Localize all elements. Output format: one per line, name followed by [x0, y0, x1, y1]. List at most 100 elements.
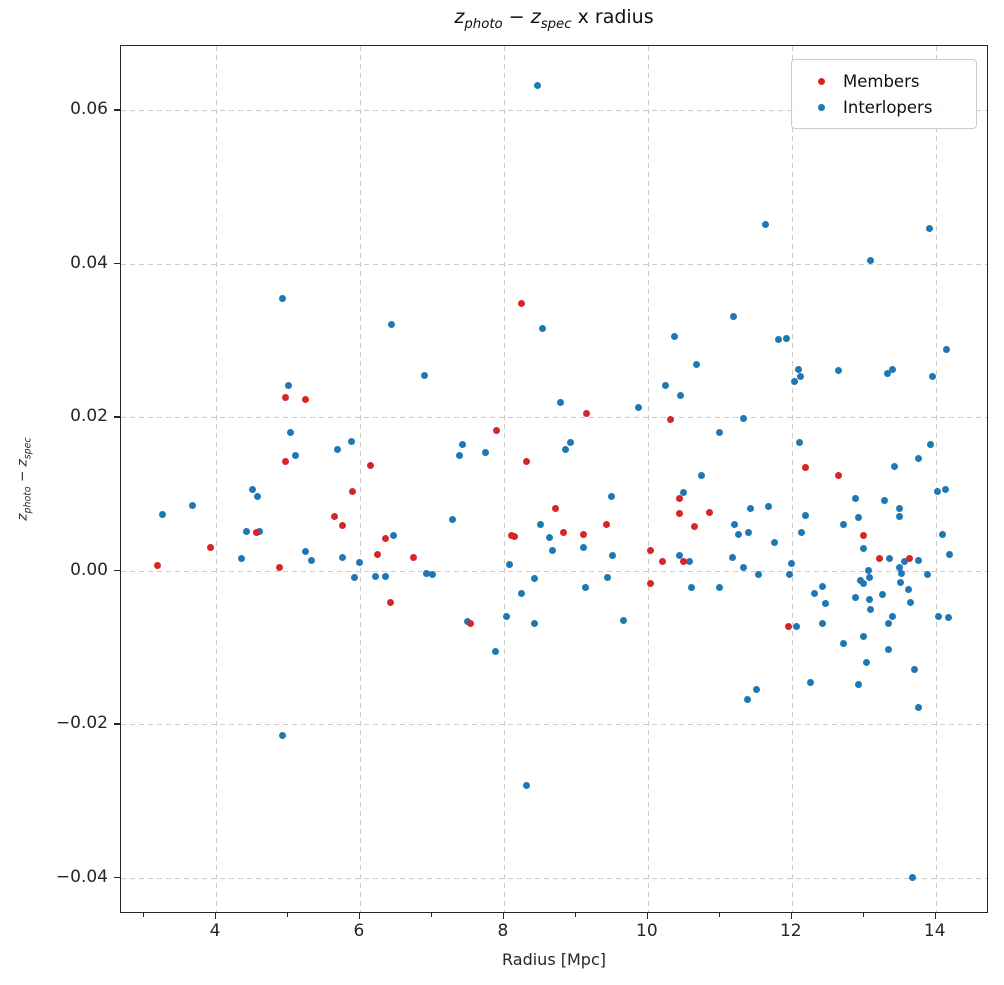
data-point-interlopers	[688, 584, 696, 592]
data-point-interlopers	[860, 545, 868, 553]
members-marker-icon	[818, 77, 825, 85]
data-point-interlopers	[339, 554, 347, 562]
gridline-y--0.02	[121, 724, 987, 726]
data-point-interlopers	[334, 446, 342, 454]
data-point-interlopers	[556, 398, 564, 406]
legend-label-interlopers: Interlopers	[843, 97, 933, 117]
data-point-members	[659, 558, 667, 566]
data-point-members	[801, 463, 809, 471]
data-point-interlopers	[506, 561, 514, 569]
data-point-interlopers	[562, 446, 570, 454]
data-point-interlopers	[355, 559, 363, 566]
x-tick-label-4: 4	[209, 921, 221, 941]
data-point-members	[785, 622, 793, 630]
data-point-members	[705, 509, 713, 517]
data-point-interlopers	[786, 571, 794, 579]
data-point-interlopers	[548, 546, 556, 554]
data-point-interlopers	[285, 382, 293, 390]
data-point-members	[583, 410, 591, 418]
data-point-interlopers	[159, 511, 167, 519]
data-point-interlopers	[854, 514, 862, 522]
x-axis-label: Radius [Mpc]	[502, 950, 606, 969]
gridline-x-12	[791, 46, 793, 912]
y-tick-label-0.04: 0.04	[70, 252, 108, 273]
data-point-interlopers	[242, 528, 250, 536]
data-point-interlopers	[909, 873, 917, 881]
data-point-interlopers	[697, 472, 705, 480]
data-point-interlopers	[546, 534, 554, 542]
data-point-interlopers	[783, 334, 791, 342]
data-point-interlopers	[351, 573, 359, 581]
legend: Members Interlopers	[791, 59, 977, 129]
data-point-interlopers	[914, 557, 922, 565]
data-point-interlopers	[609, 552, 617, 560]
data-point-members	[691, 522, 699, 530]
x-tick-10	[646, 913, 649, 919]
data-point-interlopers	[929, 373, 937, 381]
data-point-members	[676, 509, 683, 517]
data-point-members	[206, 544, 214, 552]
data-point-members	[275, 564, 283, 572]
data-point-members	[386, 598, 394, 606]
data-point-interlopers	[634, 403, 642, 411]
data-point-members	[374, 551, 382, 559]
data-point-members	[252, 529, 260, 537]
data-point-interlopers	[729, 313, 737, 321]
data-point-interlopers	[796, 439, 804, 447]
data-point-interlopers	[896, 578, 904, 586]
data-point-interlopers	[371, 572, 379, 580]
data-point-interlopers	[670, 333, 678, 341]
data-point-members	[666, 416, 674, 424]
data-point-interlopers	[735, 531, 743, 539]
data-point-members	[507, 532, 515, 540]
data-point-interlopers	[619, 617, 627, 625]
y-axis-label: zphoto − zspec	[14, 437, 34, 521]
data-point-interlopers	[677, 391, 685, 399]
y-tick-0.06	[114, 109, 120, 111]
x-minor-tick-7	[430, 913, 432, 917]
data-point-interlopers	[249, 486, 257, 494]
data-point-interlopers	[522, 781, 530, 789]
x-tick-8	[502, 913, 505, 919]
data-point-members	[551, 504, 559, 512]
data-point-interlopers	[693, 360, 701, 368]
data-point-interlopers	[491, 648, 499, 656]
data-point-interlopers	[388, 321, 396, 329]
y-tick-label-0: 0.00	[70, 559, 108, 580]
data-point-interlopers	[279, 731, 287, 739]
data-point-interlopers	[731, 520, 739, 528]
data-point-members	[646, 546, 654, 554]
data-point-interlopers	[761, 220, 769, 228]
data-point-members	[282, 457, 290, 465]
x-tick-label-14: 14	[923, 921, 946, 941]
data-point-interlopers	[867, 257, 875, 265]
data-point-interlopers	[286, 429, 294, 437]
data-point-interlopers	[518, 590, 526, 598]
gridline-y-0	[121, 570, 987, 572]
data-point-members	[466, 620, 474, 628]
data-point-members	[493, 426, 501, 434]
gridline-x-4	[216, 46, 217, 912]
data-point-interlopers	[864, 567, 872, 575]
data-point-interlopers	[891, 463, 899, 471]
data-point-interlopers	[798, 529, 806, 537]
y-tick-label-0.02: 0.02	[70, 406, 108, 427]
y-tick-0	[114, 569, 120, 572]
data-point-interlopers	[914, 455, 922, 463]
legend-item-interlopers: Interlopers	[806, 94, 966, 120]
data-point-interlopers	[889, 366, 897, 374]
x-tick-label-8: 8	[497, 921, 509, 941]
data-point-interlopers	[914, 704, 922, 712]
x-minor-tick-9	[574, 913, 576, 917]
data-point-members	[835, 472, 843, 480]
data-point-interlopers	[774, 335, 782, 343]
data-point-interlopers	[927, 440, 935, 448]
data-point-interlopers	[885, 619, 893, 627]
data-point-members	[680, 558, 688, 566]
legend-label-members: Members	[843, 71, 920, 91]
data-point-interlopers	[423, 569, 431, 577]
data-point-interlopers	[420, 371, 428, 379]
data-point-interlopers	[301, 548, 309, 556]
y-tick--0.04	[114, 876, 120, 879]
data-point-interlopers	[788, 559, 796, 567]
